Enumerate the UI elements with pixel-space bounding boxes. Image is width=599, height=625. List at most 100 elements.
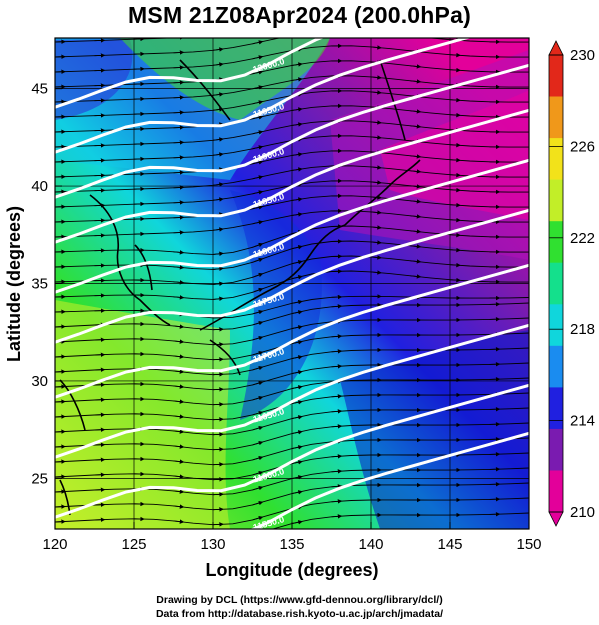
stream-arrow xyxy=(410,169,422,174)
x-tick-label: 140 xyxy=(358,536,383,553)
stream-arrow xyxy=(212,47,224,52)
stream-arrow xyxy=(291,167,303,172)
x-tick-label: 135 xyxy=(279,536,304,553)
stream-arrow xyxy=(212,432,224,437)
stream-arrow xyxy=(291,299,303,305)
stream-arrow xyxy=(212,462,224,467)
stream-arrow xyxy=(252,70,264,75)
y-tick-label: 40 xyxy=(31,178,48,195)
stream-arrow xyxy=(449,232,461,238)
stream-arrow xyxy=(331,514,343,519)
stream-arrow xyxy=(291,460,303,465)
stream-arrow xyxy=(291,212,303,217)
stream-arrow xyxy=(449,262,461,268)
stream-arrow xyxy=(331,484,343,489)
stream-arrow xyxy=(173,295,185,300)
stream-arrow xyxy=(212,107,224,112)
stream-arrow xyxy=(331,349,343,354)
stream-arrow xyxy=(212,477,224,482)
stream-arrow xyxy=(252,470,264,476)
stream-arrow xyxy=(291,325,303,330)
stream-arrow xyxy=(252,320,264,326)
stream-arrow xyxy=(173,324,185,329)
stream-arrow xyxy=(55,399,66,404)
stream-arrow xyxy=(252,130,264,135)
stream-arrow xyxy=(449,217,461,223)
stream-arrow xyxy=(212,417,224,422)
stream-arrow xyxy=(450,25,460,26)
stream-arrow xyxy=(212,137,224,142)
stream-arrow xyxy=(55,369,66,374)
stream-arrow xyxy=(291,445,303,450)
stream-arrow xyxy=(173,369,185,374)
stream-arrow xyxy=(371,17,381,18)
stream-arrow xyxy=(410,199,422,204)
stream-arrow xyxy=(410,259,422,264)
stream-arrow xyxy=(411,21,421,22)
chart-title: MSM 21Z08Apr2024 (200.0hPa) xyxy=(128,2,471,28)
plot-area: 12000.011950.011900.011850.011800.011750… xyxy=(55,17,529,529)
stream-arrow xyxy=(291,490,303,495)
stream-arrow xyxy=(173,95,185,100)
stream-arrow xyxy=(252,100,264,105)
y-tick-label: 25 xyxy=(31,470,48,487)
stream-arrow xyxy=(212,62,224,67)
stream-arrow xyxy=(331,364,343,369)
stream-arrow xyxy=(212,327,224,332)
colorbar-segment xyxy=(549,304,563,347)
stream-arrow xyxy=(55,519,66,524)
stream-arrow xyxy=(173,280,185,285)
stream-arrow xyxy=(212,251,224,257)
stream-arrow xyxy=(173,110,185,115)
stream-arrow xyxy=(416,38,422,39)
stream-arrow xyxy=(252,365,264,371)
stream-arrow xyxy=(252,145,264,150)
stream-arrow xyxy=(370,135,382,140)
grid-lines xyxy=(55,38,529,529)
stream-arrow xyxy=(449,67,461,73)
stream-arrow xyxy=(252,257,264,263)
stream-arrow xyxy=(212,447,224,452)
height-contour xyxy=(55,108,529,244)
stream-arrow xyxy=(252,335,264,341)
stream-arrow xyxy=(252,55,264,60)
stream-arrow xyxy=(410,154,422,159)
stream-arrow xyxy=(55,414,66,419)
stream-arrow xyxy=(253,27,263,29)
stream-arrow xyxy=(173,185,185,190)
stream-arrow xyxy=(370,225,382,230)
stream-arrow xyxy=(173,155,185,160)
stream-arrow xyxy=(291,520,303,525)
stream-arrow xyxy=(212,342,224,347)
stream-arrow xyxy=(291,430,303,435)
stream-arrow xyxy=(370,240,382,245)
stream-arrow xyxy=(449,202,461,208)
stream-arrow xyxy=(173,414,185,419)
stream-arrow xyxy=(410,229,422,234)
stream-arrow xyxy=(252,440,264,446)
stream-arrow xyxy=(252,242,264,248)
stream-arrow xyxy=(173,399,185,404)
stream-arrow xyxy=(291,245,303,250)
stream-arrow xyxy=(55,459,66,464)
stream-arrow xyxy=(173,250,185,255)
stream-arrow xyxy=(252,410,264,416)
stream-arrow xyxy=(291,107,303,112)
stream-arrow xyxy=(173,474,185,479)
stream-arrow xyxy=(252,515,264,521)
stream-arrow xyxy=(55,354,66,359)
stream-arrow xyxy=(55,474,66,479)
stream-arrow xyxy=(55,384,66,389)
x-tick-label: 120 xyxy=(42,536,67,553)
stream-arrow xyxy=(291,197,303,202)
stream-arrow xyxy=(252,40,264,45)
stream-arrow xyxy=(212,372,224,377)
stream-arrow xyxy=(252,220,264,225)
colorbar-segment xyxy=(549,262,563,305)
stream-arrow xyxy=(370,270,382,275)
stream-arrow xyxy=(212,266,224,272)
stream-arrow xyxy=(331,334,343,339)
stream-arrow xyxy=(55,504,66,509)
stream-arrow xyxy=(173,170,185,175)
